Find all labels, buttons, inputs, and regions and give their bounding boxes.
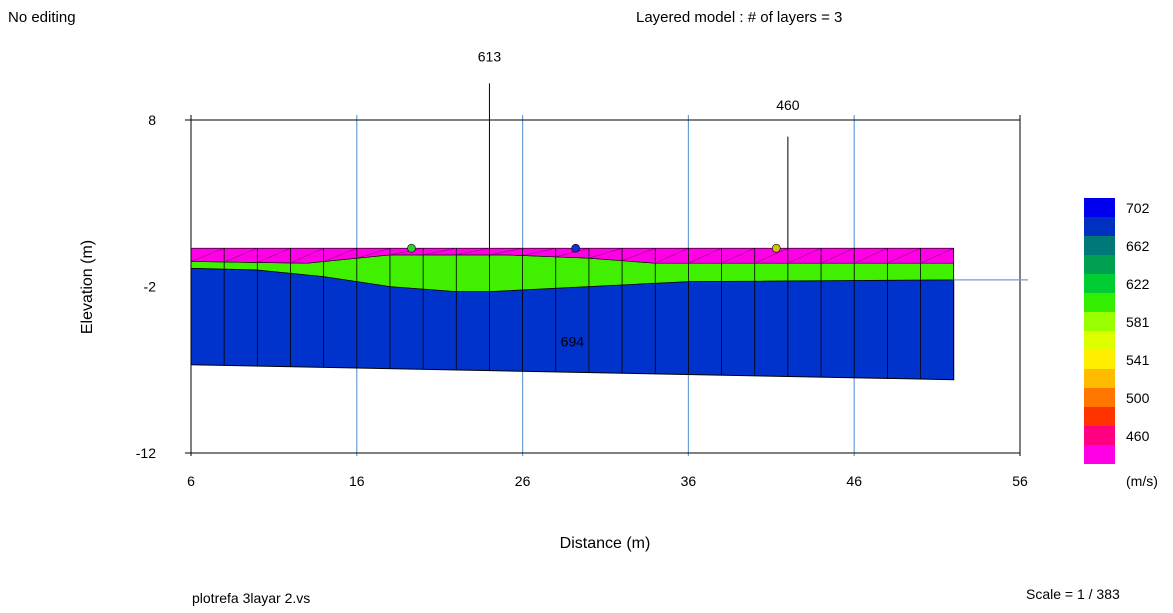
chart-title: Layered model : # of layers = 3 (636, 9, 843, 26)
cell-diagonal (389, 247, 424, 256)
cell-diagonal (787, 247, 822, 264)
cell-diagonal (423, 247, 457, 256)
cell-diagonal (754, 247, 788, 264)
cell-diagonal (820, 247, 855, 264)
scale-label: Scale = 1 / 383 (1026, 586, 1120, 602)
cell-diagonal (887, 247, 921, 264)
velocity-label: 613 (478, 49, 502, 65)
colorbar-swatch (1084, 426, 1115, 445)
colorbar-label: 581 (1126, 314, 1150, 330)
cell-diagonal (721, 247, 755, 264)
colorbar-label: 622 (1126, 276, 1150, 292)
surface-marker (407, 243, 416, 253)
colorbar-swatch (1084, 445, 1115, 464)
cell-diagonal (920, 247, 954, 264)
colorbar-swatch (1084, 331, 1115, 350)
cell-diagonal (655, 247, 689, 264)
surface-marker (771, 243, 781, 253)
colorbar-label: 500 (1126, 390, 1150, 406)
x-tick-label: 6 (187, 473, 195, 489)
colorbar-swatch (1084, 407, 1115, 426)
x-tick-label: 56 (1012, 473, 1028, 489)
cell-diagonal (290, 247, 324, 264)
status-text: No editing (8, 9, 76, 26)
colorbar-label: 541 (1126, 352, 1150, 368)
cell-diagonal (456, 247, 490, 256)
y-tick-label: -2 (144, 279, 157, 295)
x-tick-label: 16 (349, 473, 365, 489)
file-name: plotrefa 3layar 2.vs (192, 590, 311, 606)
colorbar-swatch (1084, 274, 1115, 293)
y-tick-label: 8 (148, 112, 156, 128)
colorbar-swatch (1084, 369, 1115, 388)
x-tick-label: 36 (681, 473, 697, 489)
cell-diagonal (489, 247, 523, 256)
x-axis-label: Distance (m) (560, 535, 651, 552)
colorbar-swatch (1084, 198, 1115, 217)
x-tick-label: 46 (846, 473, 862, 489)
layer-3-velocity-label: 694 (561, 333, 585, 349)
cell-diagonal (555, 247, 589, 258)
cell-diagonal (688, 247, 722, 264)
cell-diagonal (257, 247, 291, 263)
cell-diagonal (854, 247, 888, 264)
x-tick-label: 26 (515, 473, 531, 489)
colorbar-swatch (1084, 236, 1115, 255)
colorbar-swatch (1084, 350, 1115, 369)
colorbar-label: 460 (1126, 428, 1150, 444)
colorbar-label: 702 (1126, 200, 1150, 216)
cell-diagonal (190, 247, 225, 262)
colorbar-label: 662 (1126, 238, 1150, 254)
surface-marker (571, 243, 580, 253)
colorbar-swatch (1084, 255, 1115, 274)
cell-diagonal (621, 247, 656, 261)
colorbar-swatch (1084, 312, 1115, 331)
colorbar-swatch (1084, 293, 1115, 312)
cell-diagonal (356, 247, 391, 259)
colorbar-unit: (m/s) (1126, 473, 1158, 489)
cell-diagonal (224, 247, 258, 263)
velocity-label: 460 (776, 97, 800, 113)
colorbar-swatch (1084, 388, 1115, 407)
colorbar-swatch (1084, 217, 1115, 236)
cell-diagonal (323, 247, 357, 262)
cell-diagonal (522, 247, 556, 256)
y-tick-label: -12 (136, 445, 156, 461)
y-axis-label: Elevation (m) (79, 240, 96, 334)
cell-diagonal (588, 247, 623, 259)
